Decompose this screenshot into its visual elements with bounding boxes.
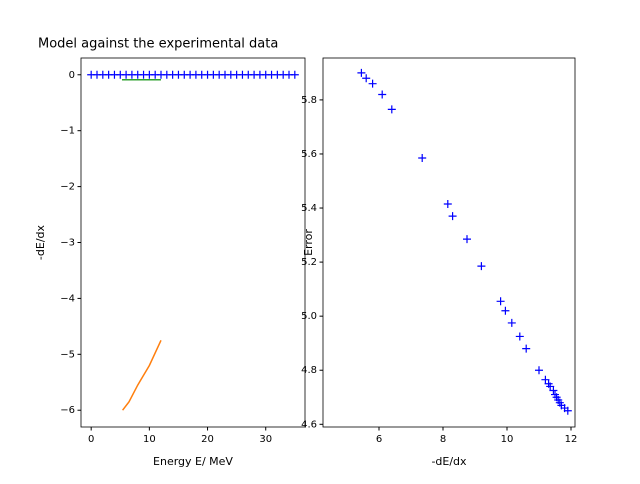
marker <box>463 235 471 244</box>
x-tick-label: 6 <box>376 434 382 445</box>
y-tick-label: 5.2 <box>301 257 317 268</box>
marker <box>290 70 299 79</box>
y-tick-label: 5.8 <box>301 95 317 106</box>
y-tick-label: 5.6 <box>301 149 317 160</box>
marker <box>501 306 510 315</box>
x-tick-label: 10 <box>501 434 514 445</box>
marker <box>387 105 396 114</box>
y-tick-label: 4.8 <box>301 365 317 376</box>
x-tick-label: 0 <box>88 434 94 445</box>
x-tick-label: 20 <box>201 434 214 445</box>
marker <box>362 74 371 83</box>
marker <box>549 386 558 395</box>
axes-frame <box>322 57 576 428</box>
x-tick-label: 8 <box>440 434 446 445</box>
x-tick-label: 12 <box>565 434 578 445</box>
marker <box>541 375 550 384</box>
marker <box>507 318 516 327</box>
chart-title: Model against the experimental data <box>38 37 278 52</box>
marker <box>496 297 505 306</box>
line <box>122 340 162 411</box>
y-tick-label: 5.0 <box>301 311 317 322</box>
y-tick-label: 5.4 <box>301 203 317 214</box>
x-tick-label: 30 <box>259 434 272 445</box>
marker <box>563 406 572 415</box>
y-tick-label: −5 <box>60 349 75 360</box>
x-axis-label: Energy E/ MeV <box>153 455 233 468</box>
marker <box>443 199 452 208</box>
marker <box>477 262 486 271</box>
marker <box>522 344 531 353</box>
marker <box>378 90 387 99</box>
y-tick-label: −4 <box>60 293 75 304</box>
y-tick-label: −3 <box>60 238 75 249</box>
y-axis-label: -dE/dx <box>34 224 47 260</box>
y-tick-label: 4.6 <box>301 419 317 430</box>
marker <box>418 154 427 163</box>
marker <box>535 366 543 375</box>
marker <box>357 68 366 77</box>
y-tick-label: −6 <box>60 405 75 416</box>
marker <box>546 382 555 391</box>
axes-frame <box>80 57 306 428</box>
marker <box>368 79 377 88</box>
y-tick-label: −2 <box>60 182 75 193</box>
y-tick-label: 0 <box>69 70 75 81</box>
y-axis-label: Error <box>302 229 315 256</box>
marker <box>515 332 524 341</box>
marker <box>448 212 457 221</box>
x-axis-label: -dE/dx <box>431 455 467 468</box>
y-tick-label: −1 <box>60 126 75 137</box>
x-tick-label: 10 <box>143 434 156 445</box>
